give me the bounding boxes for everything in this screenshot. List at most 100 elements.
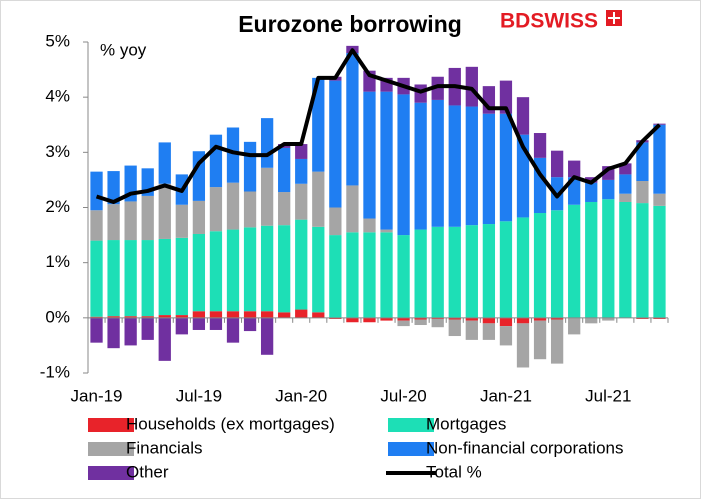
bar-segment — [192, 311, 206, 318]
bar-segment — [499, 326, 513, 346]
bar-segment — [209, 311, 223, 318]
chart-title: Eurozone borrowing — [238, 11, 462, 37]
bar-segment — [414, 319, 427, 326]
bar-segment — [465, 225, 478, 318]
bar-segment — [329, 207, 342, 236]
bar-segment — [397, 317, 410, 321]
bar-segment — [448, 317, 461, 320]
bar-segment — [124, 316, 137, 318]
bar-segment — [209, 187, 223, 232]
total-line — [95, 48, 661, 204]
bar-segment — [533, 133, 547, 158]
bar-segment — [260, 118, 274, 168]
y-tick-label: 5% — [45, 31, 70, 50]
bar-segment — [278, 192, 291, 226]
bar-segment — [90, 240, 103, 317]
bar-segment — [499, 80, 513, 114]
bar-segment — [260, 225, 274, 312]
bar-segment — [516, 323, 530, 368]
bar-segment — [260, 311, 274, 318]
bar-segment — [636, 142, 649, 182]
bar-segment — [295, 183, 308, 220]
bar-segment — [448, 105, 461, 227]
bar-segment — [295, 158, 308, 184]
bar-segment — [278, 147, 291, 193]
bar-segment — [90, 317, 103, 343]
bar-segment — [346, 232, 359, 318]
bar-segment — [568, 177, 581, 205]
bar-segment — [107, 204, 120, 241]
bar-segment — [499, 317, 513, 327]
bar-segment — [243, 317, 257, 332]
bar-segment — [260, 317, 274, 355]
bar-segment — [363, 218, 376, 233]
bar-segment — [397, 94, 410, 236]
bar-segment — [226, 317, 240, 343]
bar-segment — [431, 76, 444, 100]
bar-segment — [226, 127, 240, 183]
bar-segment — [90, 210, 103, 241]
bar-segment — [243, 227, 257, 312]
bar-segment — [312, 77, 325, 172]
bar-segment — [619, 193, 632, 202]
bar-segment — [499, 221, 513, 318]
x-tick-label: Jan-19 — [71, 386, 123, 405]
bar-segment — [124, 201, 137, 241]
logo: BDSWISS — [500, 10, 598, 33]
bar-segment — [482, 317, 496, 324]
bar-segment — [141, 240, 154, 317]
bar-segment — [380, 229, 393, 233]
x-tick-label: Jul-19 — [176, 386, 222, 405]
bar-segment — [414, 102, 427, 230]
legend-swatch — [88, 418, 134, 432]
bar-segment — [107, 316, 120, 318]
legend-label: Total % — [426, 462, 482, 481]
bar-segment — [636, 181, 649, 204]
bar-segment — [346, 317, 359, 323]
bar-segment — [107, 240, 120, 317]
bar-segment — [653, 123, 666, 125]
y-tick-label: 4% — [45, 87, 70, 106]
bar-segment — [226, 182, 240, 230]
bar-segment — [653, 124, 666, 194]
bar-segment — [295, 144, 308, 159]
bar-segment — [226, 311, 240, 318]
y-tick-label: 0% — [45, 307, 70, 326]
bar-segment — [312, 312, 325, 318]
legend-swatch — [388, 418, 434, 432]
bar-segment — [124, 317, 137, 346]
bar-segment — [653, 317, 666, 319]
y-tick-label: -1% — [40, 362, 70, 381]
bar-segment — [90, 316, 103, 318]
legend-label: Non-financial corporations — [426, 438, 624, 457]
bar-segment — [431, 317, 444, 319]
bar-segment — [431, 226, 444, 318]
x-tick-label: Jul-20 — [380, 386, 426, 405]
bar-segment — [414, 229, 427, 318]
y-tick-label: 1% — [45, 252, 70, 271]
bar-segment — [295, 309, 308, 318]
bar-segment — [380, 91, 393, 230]
bar-segment — [175, 204, 188, 238]
bar-segment — [585, 177, 598, 183]
bar-segment — [602, 199, 615, 318]
bar-segment — [329, 317, 342, 319]
bar-segment — [619, 174, 632, 194]
bar-segment — [380, 232, 393, 318]
bar-segment — [482, 323, 496, 340]
bar-segment — [550, 150, 564, 178]
annotation: % yoy — [100, 40, 147, 59]
bar-segment — [550, 317, 564, 320]
bar-segment — [585, 317, 598, 324]
bar-segment — [533, 317, 547, 321]
bar-segment — [363, 91, 376, 219]
bar-segment — [602, 317, 615, 321]
bar-segment — [516, 317, 530, 324]
bar-segment — [158, 183, 171, 239]
bar-segment — [192, 200, 206, 234]
bar-segment — [465, 66, 478, 107]
legend-swatch — [88, 466, 134, 480]
bar-segment — [260, 167, 274, 226]
legend-swatch — [388, 442, 434, 456]
